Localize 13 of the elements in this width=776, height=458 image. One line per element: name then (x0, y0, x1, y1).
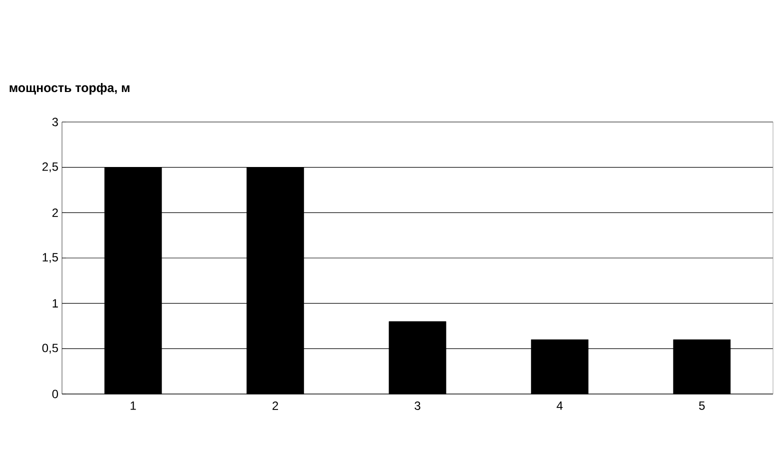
y-tick-label: 2 (52, 208, 58, 217)
x-tick-label: 4 (556, 402, 563, 410)
x-tick-label: 3 (414, 402, 420, 410)
y-tick-label: 2,5 (42, 162, 58, 172)
y-tick-label: 0,5 (42, 344, 58, 354)
y-tick-label: 3 (52, 118, 58, 126)
y-axis-title: мощность торфа, м (10, 82, 130, 95)
y-tick-label: 1 (52, 299, 58, 308)
y-tick-label: 1,5 (42, 253, 58, 263)
x-tick-label: 1 (130, 402, 136, 410)
x-tick-label: 2 (272, 402, 278, 410)
y-tick-label: 0 (52, 390, 58, 398)
x-tick-label: 5 (699, 402, 705, 410)
